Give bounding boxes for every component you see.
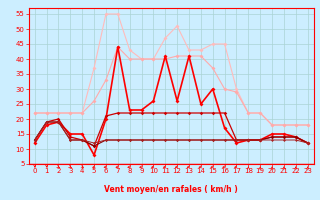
X-axis label: Vent moyen/en rafales ( km/h ): Vent moyen/en rafales ( km/h ) [104, 185, 238, 194]
